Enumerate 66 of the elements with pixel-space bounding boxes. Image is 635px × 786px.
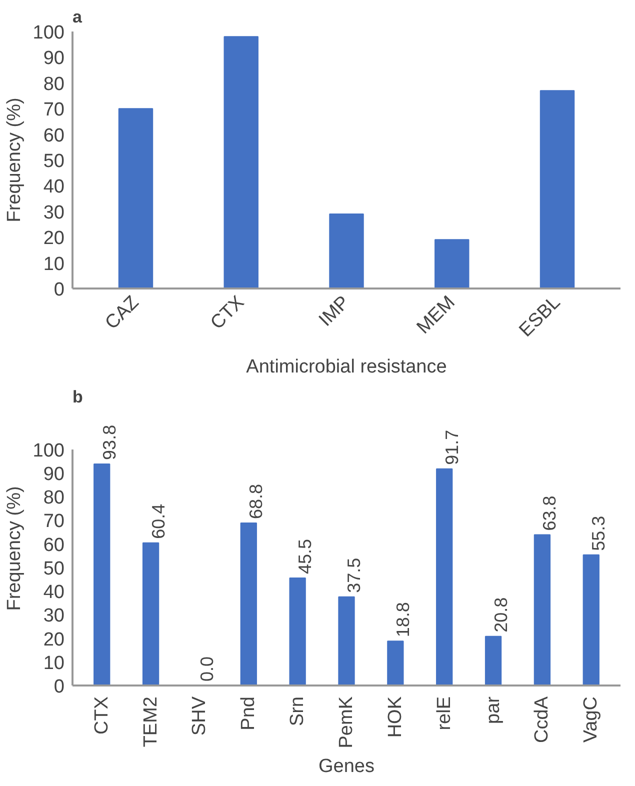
y-axis-title: Frequency (%) bbox=[4, 486, 25, 611]
y-tick-label: 90 bbox=[43, 48, 65, 70]
data-label: 18.8 bbox=[392, 602, 413, 638]
y-tick-label: 20 bbox=[43, 629, 65, 650]
x-axis-title: Genes bbox=[318, 756, 374, 778]
bar bbox=[582, 554, 600, 686]
y-tick-label: 30 bbox=[43, 606, 65, 627]
y-tick-label: 0 bbox=[54, 280, 65, 300]
y-tick-label: 60 bbox=[43, 534, 65, 556]
x-tick-label: HOK bbox=[384, 696, 406, 738]
y-tick-label: 70 bbox=[43, 511, 65, 532]
y-axis-title: Frequency (%) bbox=[4, 98, 25, 222]
y-tick-label: 50 bbox=[43, 558, 65, 580]
y-tick-label: 40 bbox=[43, 582, 65, 604]
bar bbox=[540, 90, 575, 288]
x-tick-label: VagC bbox=[580, 696, 602, 743]
x-tick-label: PemK bbox=[336, 696, 357, 748]
data-label: 60.4 bbox=[148, 504, 168, 539]
x-tick-label: par bbox=[482, 696, 504, 724]
x-tick-label: IMP bbox=[315, 292, 354, 331]
y-tick-label: 0 bbox=[54, 676, 65, 698]
y-tick-label: 40 bbox=[43, 176, 65, 198]
bar bbox=[434, 239, 470, 288]
data-label: 37.5 bbox=[344, 558, 364, 593]
x-tick-label: relE bbox=[434, 696, 455, 730]
x-tick-label: TEM2 bbox=[140, 696, 162, 748]
y-tick-label: 60 bbox=[43, 125, 65, 146]
y-tick-label: 50 bbox=[43, 151, 65, 172]
bar bbox=[484, 636, 502, 686]
x-axis-title: Antimicrobial resistance bbox=[246, 356, 447, 378]
bar bbox=[329, 213, 364, 288]
x-tick-label: Pnd bbox=[238, 696, 260, 730]
bar bbox=[338, 596, 355, 686]
bar bbox=[240, 522, 257, 686]
y-tick-label: 90 bbox=[43, 464, 65, 485]
x-tick-label: CcdA bbox=[532, 696, 553, 743]
chart-title: a bbox=[72, 8, 82, 26]
data-label: 93.8 bbox=[99, 424, 120, 460]
bar bbox=[142, 542, 160, 686]
y-tick-label: 70 bbox=[43, 100, 65, 121]
data-label: 63.8 bbox=[540, 496, 560, 531]
y-tick-label: 100 bbox=[32, 440, 64, 462]
y-tick-label: 100 bbox=[32, 22, 64, 44]
bar bbox=[118, 108, 154, 288]
bar bbox=[224, 36, 258, 288]
bar bbox=[94, 463, 110, 686]
y-tick-label: 10 bbox=[43, 254, 65, 275]
bar bbox=[534, 534, 551, 686]
x-tick-label: Srn bbox=[287, 696, 308, 726]
bar bbox=[387, 640, 404, 686]
y-tick-label: 10 bbox=[43, 652, 65, 674]
data-label: 20.8 bbox=[490, 597, 511, 632]
x-tick-label: CTX bbox=[91, 696, 112, 734]
data-label: 0.0 bbox=[197, 656, 218, 682]
y-tick-label: 80 bbox=[43, 74, 65, 95]
data-label: 68.8 bbox=[246, 484, 266, 519]
data-label: 55.3 bbox=[588, 516, 609, 551]
y-tick-label: 30 bbox=[43, 202, 65, 224]
y-tick-label: 80 bbox=[43, 488, 65, 509]
x-tick-label: SHV bbox=[189, 696, 210, 736]
bar bbox=[289, 578, 306, 686]
bar bbox=[436, 468, 453, 686]
data-label: 45.5 bbox=[295, 538, 316, 574]
y-tick-label: 20 bbox=[43, 228, 65, 250]
data-label: 91.7 bbox=[442, 430, 462, 465]
chart-title: b bbox=[72, 388, 83, 406]
